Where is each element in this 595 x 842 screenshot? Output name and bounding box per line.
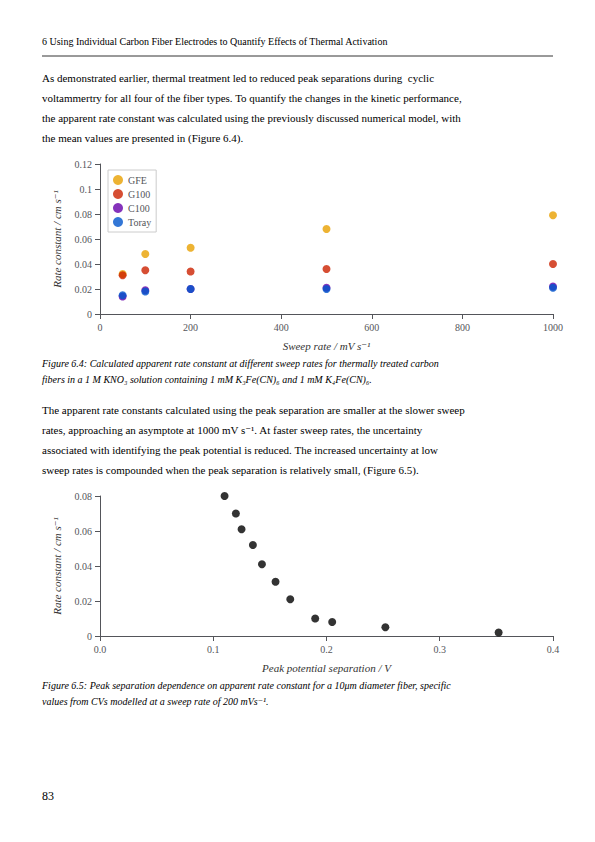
svg-text:Figure 6.5: Peak separation de: Figure 6.5: Peak separation dependence o… [41, 680, 451, 691]
svg-text:0.3: 0.3 [434, 644, 447, 655]
svg-text:G100: G100 [128, 189, 150, 200]
svg-text:6 Using Individual Carbon Fibe: 6 Using Individual Carbon Fiber Electrod… [42, 36, 387, 47]
svg-text:0.2: 0.2 [320, 644, 333, 655]
svg-text:sweep rates is compounded when: sweep rates is compounded when the peak … [42, 464, 419, 477]
svg-text:0.02: 0.02 [75, 596, 93, 607]
svg-text:1000: 1000 [543, 322, 563, 333]
svg-text:Peak potential separation / V: Peak potential separation / V [261, 662, 392, 674]
svg-text:0.12: 0.12 [75, 159, 93, 170]
svg-text:0.0: 0.0 [94, 644, 107, 655]
svg-text:0.1: 0.1 [207, 644, 220, 655]
svg-text:As demonstrated earlier, therm: As demonstrated earlier, thermal treatme… [42, 72, 434, 84]
svg-text:the mean values are presented: the mean values are presented in (Figure… [42, 132, 244, 145]
svg-text:0.04: 0.04 [75, 259, 93, 270]
svg-text:fibers in a 1 M KNO₃ solution: fibers in a 1 M KNO₃ solution containing… [42, 374, 372, 386]
svg-text:0.1: 0.1 [80, 184, 93, 195]
svg-text:0.08: 0.08 [75, 491, 93, 502]
svg-text:0.08: 0.08 [75, 209, 93, 220]
svg-text:400: 400 [274, 322, 289, 333]
svg-text:0.4: 0.4 [547, 644, 560, 655]
svg-text:associated with identifying th: associated with identifying the peak pot… [42, 444, 438, 456]
svg-text:Rate constant / cm s⁻¹: Rate constant / cm s⁻¹ [51, 190, 63, 289]
svg-text:0: 0 [87, 631, 92, 642]
svg-text:0: 0 [87, 309, 92, 320]
svg-text:the apparent rate constant was: the apparent rate constant was calculate… [42, 112, 461, 124]
svg-text:C100: C100 [128, 203, 150, 214]
svg-text:200: 200 [183, 322, 198, 333]
svg-text:rates, approaching an asymptot: rates, approaching an asymptote at 1000 … [42, 424, 423, 436]
svg-text:83: 83 [42, 789, 54, 803]
svg-text:Rate constant / cm s⁻¹: Rate constant / cm s⁻¹ [51, 517, 63, 616]
svg-text:0.02: 0.02 [75, 284, 93, 295]
svg-text:Sweep rate / mV s⁻¹: Sweep rate / mV s⁻¹ [283, 340, 371, 352]
svg-text:values from CVs modelled at a: values from CVs modelled at a sweep rate… [42, 696, 269, 707]
svg-text:voltammertry for all four of t: voltammertry for all four of the fiber t… [42, 92, 462, 104]
svg-text:Figure 6.4: Calculated apparen: Figure 6.4: Calculated apparent rate con… [41, 358, 439, 369]
svg-text:0.04: 0.04 [75, 561, 93, 572]
svg-text:0: 0 [98, 322, 103, 333]
svg-text:Toray: Toray [128, 217, 151, 228]
svg-text:GFE: GFE [128, 175, 147, 186]
svg-text:800: 800 [455, 322, 470, 333]
svg-text:0.06: 0.06 [75, 526, 93, 537]
svg-text:600: 600 [364, 322, 379, 333]
svg-text:The apparent rate constants ca: The apparent rate constants calculated u… [42, 404, 465, 416]
svg-text:0.06: 0.06 [75, 234, 93, 245]
